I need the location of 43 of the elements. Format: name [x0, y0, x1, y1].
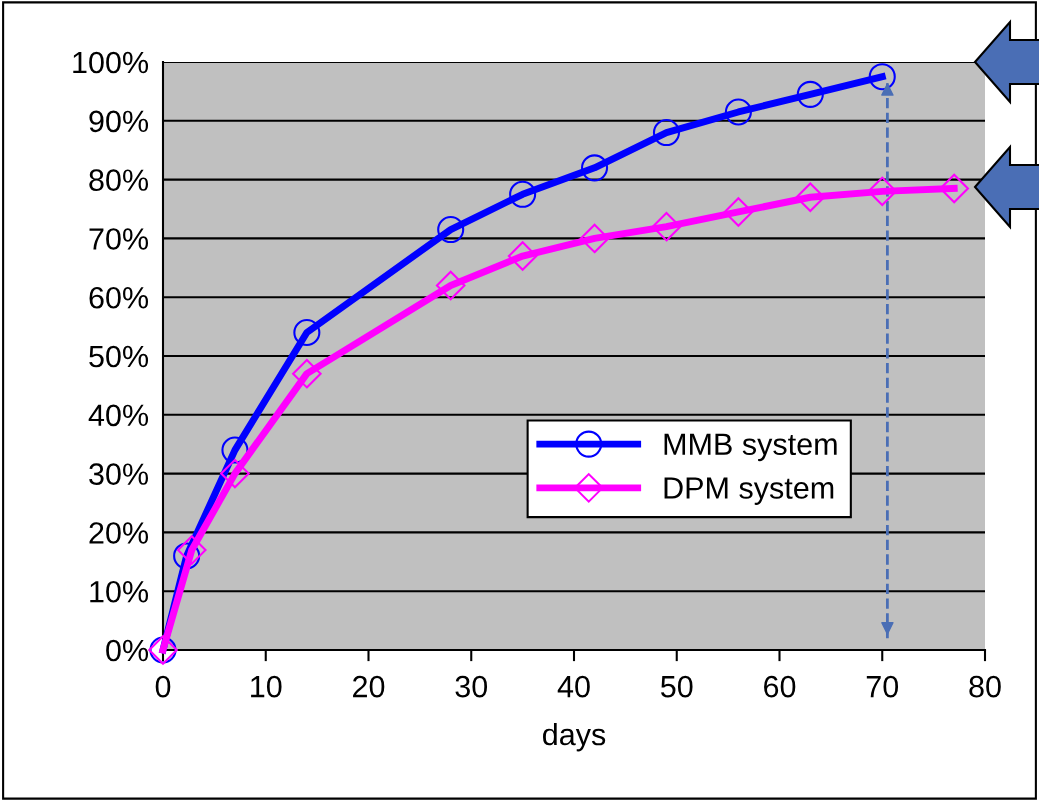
point	[796, 80, 824, 108]
point	[652, 119, 681, 147]
point	[723, 197, 754, 227]
y-tick-label: 30%	[89, 463, 149, 485]
y-tick-label: 90%	[89, 110, 149, 133]
x-tick-label: 10	[251, 675, 282, 698]
y-tick-label: 100%	[73, 51, 149, 74]
y-tick-label: 60%	[89, 286, 149, 309]
point	[651, 211, 682, 242]
point	[579, 223, 610, 254]
legend-label: MMB system	[664, 433, 837, 462]
x-tick-label: 30	[455, 675, 488, 698]
x-tick-label: 40	[557, 675, 590, 698]
x-tick-label: 20	[353, 675, 385, 698]
y-tick-label: 20%	[89, 522, 149, 544]
y-tick-label: 10%	[90, 580, 149, 603]
x-axis-title: days	[543, 722, 606, 752]
y-tick-label: 70%	[89, 228, 149, 250]
point	[173, 542, 201, 570]
point	[220, 458, 250, 489]
point	[292, 358, 322, 389]
y-tick-label: 80%	[89, 169, 149, 191]
y-tick-label: 50%	[89, 345, 149, 368]
point	[507, 241, 538, 271]
point	[581, 154, 609, 182]
point	[509, 180, 537, 208]
x-tick-label: 50	[660, 675, 693, 698]
legend-label: DPM system	[664, 477, 834, 505]
point	[795, 182, 826, 213]
x-tick-label: 0	[155, 675, 171, 698]
y-tick-label: 0%	[106, 639, 149, 662]
point	[437, 216, 465, 244]
point	[176, 535, 207, 565]
point	[868, 63, 896, 91]
x-tick-label: 70	[866, 675, 899, 698]
y-tick-label: 40%	[88, 404, 149, 427]
point	[293, 318, 321, 347]
point	[435, 270, 466, 301]
x-tick-label: 80	[969, 675, 1001, 698]
point	[724, 98, 752, 126]
point	[939, 173, 969, 204]
x-tick-label: 60	[764, 675, 796, 698]
point	[867, 176, 898, 207]
